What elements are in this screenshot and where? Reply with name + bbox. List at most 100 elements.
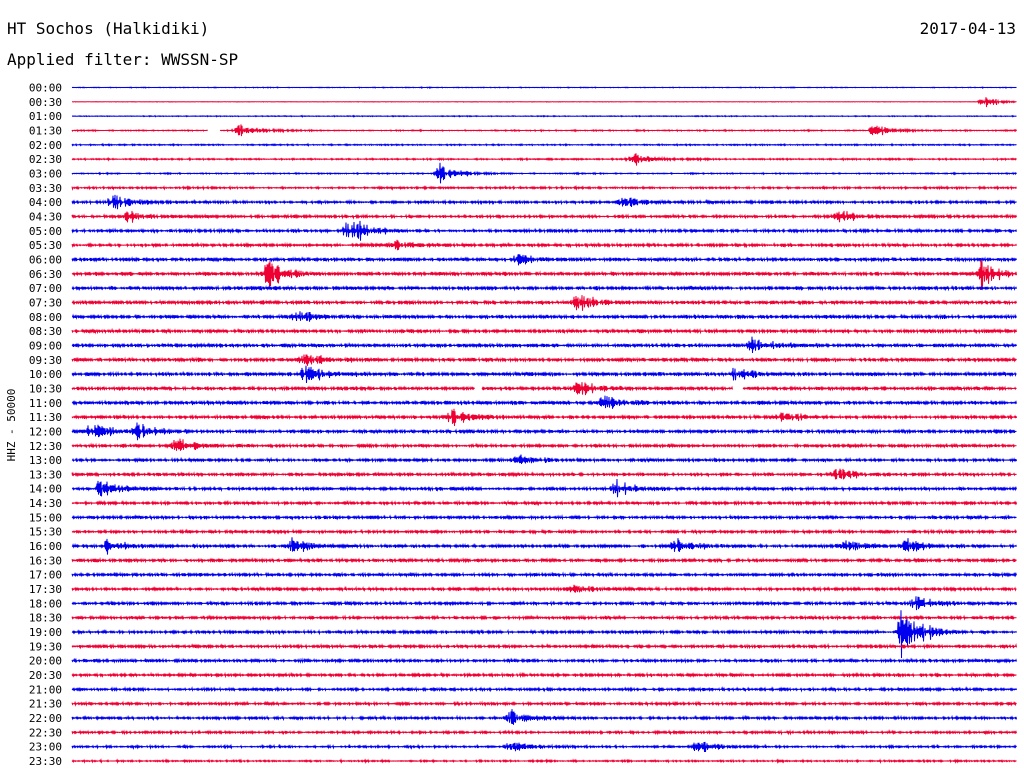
tick-label-1430: 14:30 [29,497,62,510]
tick-label-1930: 19:30 [29,640,62,653]
tick-label-0730: 07:30 [29,296,62,309]
tick-label-1100: 11:00 [29,397,62,410]
trace-0100 [71,114,1017,118]
trace-0930 [71,354,1017,366]
tick-label-0600: 06:00 [29,253,62,266]
tick-label-1830: 18:30 [29,612,62,625]
trace-0730 [71,295,1017,311]
trace-rows [71,86,1017,764]
trace-1700 [71,571,1017,579]
trace-0630 [71,260,1017,291]
trace-1000 [71,365,1017,384]
trace-1300 [71,454,1017,465]
trace-1600 [71,537,1017,555]
trace-1230 [71,438,1017,451]
tick-label-0500: 05:00 [29,225,62,238]
tick-label-1300: 13:00 [29,454,62,467]
tick-label-1500: 15:00 [29,511,62,524]
tick-label-0130: 01:30 [29,124,62,137]
tick-label-0400: 04:00 [29,196,62,209]
trace-2030 [71,671,1017,679]
tick-label-1330: 13:30 [29,468,62,481]
tick-label-0430: 04:30 [29,210,62,223]
trace-0030 [71,97,1017,108]
tick-label-1030: 10:30 [29,382,62,395]
tick-label-0300: 03:00 [29,167,62,180]
trace-0400 [71,194,1017,210]
trace-1630 [71,557,1017,564]
tick-label-1800: 18:00 [29,597,62,610]
trace-0330 [71,184,1017,191]
trace-0500 [71,220,1017,241]
tick-label-2300: 23:00 [29,741,62,754]
tick-label-0330: 03:30 [29,182,62,195]
tick-label-1900: 19:00 [29,626,62,639]
trace-2000 [71,657,1017,664]
trace-0130 [71,124,1017,137]
trace-0000 [71,86,1017,90]
trace-1830 [71,614,1017,622]
trace-0600 [71,254,1017,266]
trace-1930 [71,642,1017,650]
tick-label-0830: 08:30 [29,325,62,338]
trace-0830 [71,327,1017,335]
tick-label-2200: 22:00 [29,712,62,725]
tick-label-1700: 17:00 [29,569,62,582]
tick-label-0230: 02:30 [29,153,62,166]
tick-label-2130: 21:30 [29,698,62,711]
trace-0300 [71,162,1017,184]
trace-0230 [71,153,1017,166]
tick-label-1530: 15:30 [29,526,62,539]
trace-2330 [71,758,1017,764]
tick-label-0900: 09:00 [29,339,62,352]
trace-1730 [71,584,1017,593]
trace-1200 [71,422,1017,441]
tick-label-2030: 20:30 [29,669,62,682]
trace-0800 [71,311,1017,322]
tick-label-2330: 23:30 [29,755,62,768]
trace-0200 [71,142,1017,147]
trace-1800 [71,596,1017,611]
tick-label-1230: 12:30 [29,440,62,453]
trace-1430 [71,499,1017,507]
trace-1100 [71,395,1017,409]
tick-label-0100: 01:00 [29,110,62,123]
tick-label-1130: 11:30 [29,411,62,424]
tick-label-0530: 05:30 [29,239,62,252]
trace-0530 [71,239,1017,251]
tick-label-1730: 17:30 [29,583,62,596]
trace-1530 [71,528,1017,536]
filter-label: Applied filter: WWSSN-SP [7,50,239,69]
tick-label-0930: 09:30 [29,354,62,367]
tick-label-1400: 14:00 [29,483,62,496]
trace-1500 [71,514,1017,521]
tick-label-0200: 02:00 [29,139,62,152]
tick-label-1200: 12:00 [29,425,62,438]
record-date: 2017-04-13 [919,19,1016,38]
trace-0700 [71,284,1017,292]
tick-label-0030: 00:30 [29,96,62,109]
trace-0900 [71,336,1017,354]
trace-1030 [71,382,1017,396]
trace-1400 [71,478,1017,498]
tick-label-2000: 20:00 [29,655,62,668]
trace-2300 [71,741,1017,753]
trace-1330 [71,468,1017,480]
trace-2100 [71,686,1017,693]
station-title: HT Sochos (Halkidiki) [7,19,210,38]
trace-0430 [71,210,1017,223]
trace-1130 [71,408,1017,427]
tick-label-1000: 10:00 [29,368,62,381]
tick-label-0000: 00:00 [29,82,62,95]
tick-label-0700: 07:00 [29,282,62,295]
tick-label-1630: 16:30 [29,554,62,567]
trace-2200 [71,709,1017,725]
tick-label-0800: 08:00 [29,311,62,324]
tick-label-2230: 22:30 [29,726,62,739]
trace-2130 [71,700,1017,707]
tick-label-2100: 21:00 [29,683,62,696]
trace-1900 [71,610,1017,659]
trace-2230 [71,729,1017,736]
